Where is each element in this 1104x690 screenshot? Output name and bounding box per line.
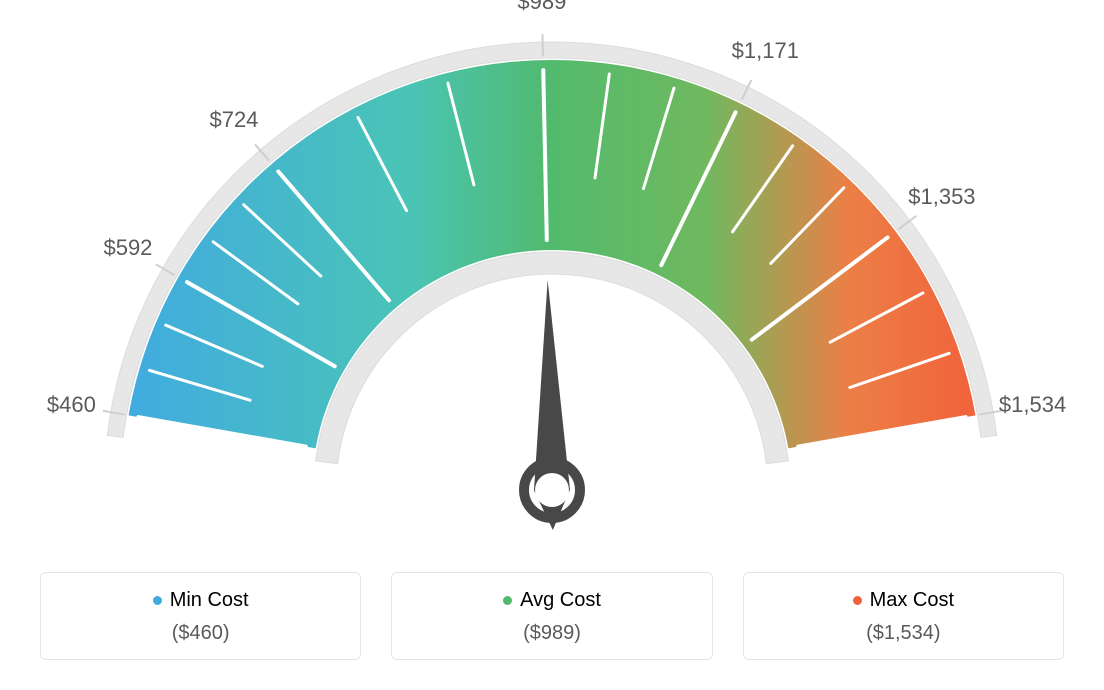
gauge-area: $460 $592 $724 $989 $1,171 $1,353 $1,534 bbox=[0, 0, 1104, 560]
gauge-chart-container: $460 $592 $724 $989 $1,171 $1,353 $1,534 Min C… bbox=[0, 0, 1104, 690]
gauge-tick-label: $989 bbox=[517, 0, 566, 15]
legend-title-min: Min Cost bbox=[153, 589, 249, 612]
legend-label-max: Max Cost bbox=[870, 589, 954, 612]
legend-value-avg: ($989) bbox=[402, 622, 701, 645]
legend-card-max: Max Cost ($1,534) bbox=[743, 572, 1064, 660]
dot-icon bbox=[153, 596, 162, 605]
legend-row: Min Cost ($460) Avg Cost ($989) Max Cost… bbox=[40, 572, 1064, 660]
gauge-tick-label: $592 bbox=[103, 235, 152, 261]
legend-label-avg: Avg Cost bbox=[520, 589, 601, 612]
gauge-tick-label: $1,171 bbox=[732, 38, 799, 64]
gauge-tick-label: $1,353 bbox=[908, 184, 975, 210]
legend-label-min: Min Cost bbox=[170, 589, 249, 612]
legend-title-avg: Avg Cost bbox=[503, 589, 601, 612]
gauge-tick-label: $1,534 bbox=[999, 392, 1066, 418]
dot-icon bbox=[503, 596, 512, 605]
dot-icon bbox=[853, 596, 862, 605]
legend-value-min: ($460) bbox=[51, 622, 350, 645]
legend-card-min: Min Cost ($460) bbox=[40, 572, 361, 660]
gauge-tick-label: $724 bbox=[209, 107, 258, 133]
legend-title-max: Max Cost bbox=[853, 589, 954, 612]
gauge-svg bbox=[0, 0, 1104, 560]
gauge-tick-label: $460 bbox=[47, 392, 96, 418]
legend-card-avg: Avg Cost ($989) bbox=[391, 572, 712, 660]
legend-value-max: ($1,534) bbox=[754, 622, 1053, 645]
